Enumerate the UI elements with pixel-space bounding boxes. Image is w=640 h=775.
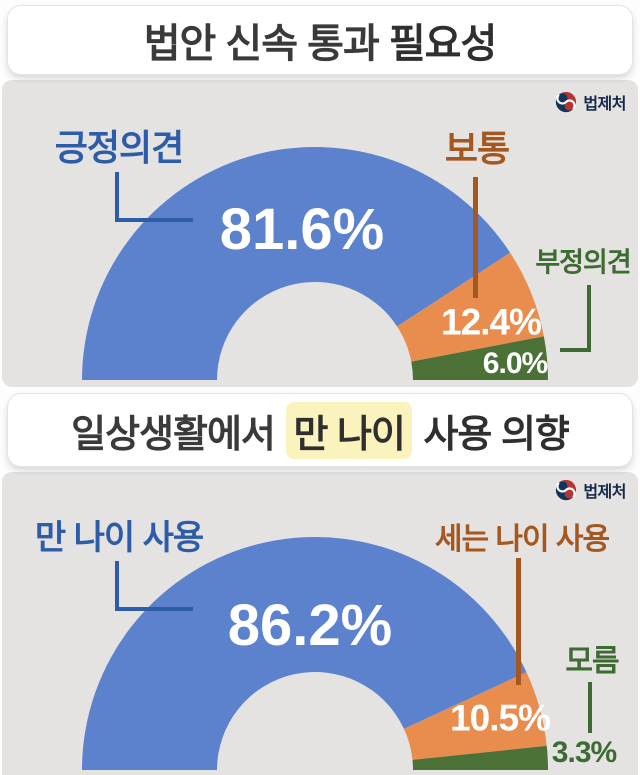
callout-line-man-nai-horizontal (115, 607, 193, 611)
donut-segment-2 (412, 745, 548, 770)
category-label-moreum: 모름 (565, 645, 619, 678)
gov-logo-2: 법제처 (555, 478, 626, 502)
chart-section-1: 법제처 긍정의견 보통 부정의견 81.6% 12.4% 6.0% (2, 80, 638, 387)
donut-segment-0 (82, 537, 527, 770)
gov-logo-label-1: 법제처 (583, 96, 626, 113)
half-donut-chart-2 (82, 537, 548, 770)
callout-line-negative-vertical (587, 285, 591, 352)
title-2-highlight: 만 나이 (286, 401, 412, 459)
callout-line-moreum (588, 682, 592, 733)
value-label-neutral: 12.4% (441, 301, 542, 343)
category-label-man-nai: 만 나이 사용 (34, 519, 204, 557)
chart-section-2: 법제처 만 나이 사용 세는 나이 사용 모름 86.2% 10.5% 3.3% (2, 472, 638, 775)
category-label-seneun-nai: 세는 나이 사용 (434, 523, 610, 556)
donut-segment-2 (411, 336, 548, 380)
half-donut-chart-1 (82, 147, 548, 380)
title-2-prefix: 일상생활에서 (71, 413, 285, 456)
callout-line-man-nai-vertical (115, 561, 119, 611)
taegeuk-icon (556, 91, 577, 113)
value-label-negative: 6.0% (482, 347, 548, 380)
title-1-prefix: 법안 신속 통과 (143, 22, 389, 66)
donut-segment-1 (397, 252, 544, 362)
callout-line-positive-vertical (115, 172, 119, 222)
category-label-positive: 긍정의견 (54, 127, 184, 168)
value-label-man-nai: 86.2% (227, 593, 393, 658)
gov-logo-label-2: 법제처 (583, 484, 626, 501)
gov-logo-1: 법제처 (555, 90, 626, 114)
callout-line-neutral (473, 177, 478, 298)
callout-line-positive-horizontal (115, 218, 193, 222)
donut-segment-1 (403, 672, 547, 760)
title-1-emphasis: 필요성 (388, 22, 497, 66)
value-label-positive: 81.6% (219, 197, 385, 262)
value-label-moreum: 3.3% (551, 736, 617, 769)
title-2-suffix: 사용 의향 (413, 413, 569, 456)
category-label-negative: 부정의견 (535, 247, 631, 278)
value-label-seneun-nai: 10.5% (450, 697, 551, 739)
callout-line-seneun-nai (516, 558, 521, 685)
callout-line-negative-horizontal (560, 348, 591, 352)
title-card-2: 일상생활에서 만 나이 사용 의향 (7, 393, 633, 467)
title-card-1: 법안 신속 통과 필요성 (7, 5, 633, 75)
donut-segment-0 (82, 147, 511, 380)
category-label-neutral: 보통 (444, 128, 510, 169)
taegeuk-icon (556, 479, 577, 501)
